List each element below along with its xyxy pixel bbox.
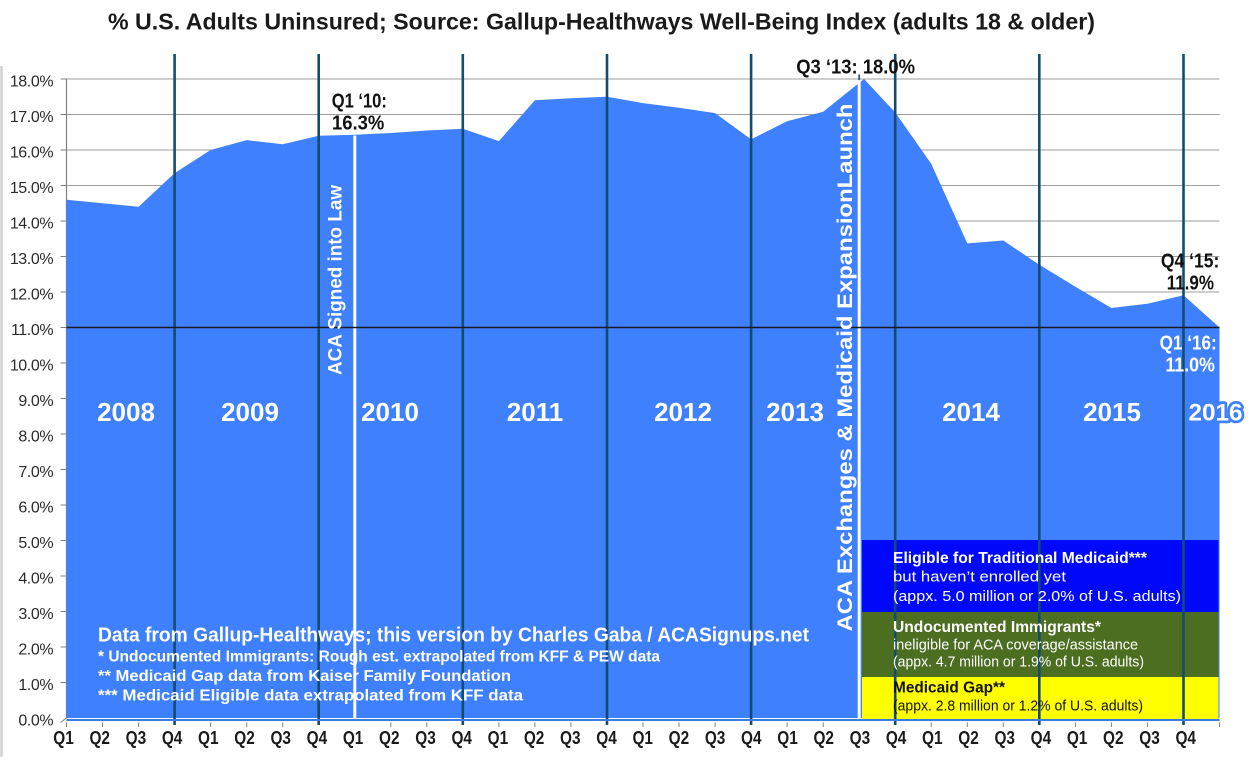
svg-text:16.0%: 16.0%	[10, 145, 54, 162]
svg-text:12.0%: 12.0%	[10, 287, 54, 304]
svg-text:% U.S. Adults Uninsured; Sourc: % U.S. Adults Uninsured; Source: Gallup-…	[108, 9, 1095, 35]
svg-text:6.0%: 6.0%	[18, 500, 53, 517]
svg-text:Q3: Q3	[270, 728, 291, 748]
svg-text:5.0%: 5.0%	[18, 535, 53, 552]
svg-text:0.0%: 0.0%	[18, 713, 53, 730]
svg-text:Q2: Q2	[669, 728, 690, 748]
svg-text:Q2: Q2	[813, 728, 834, 748]
svg-text:Q3 ‘13: 18.0%: Q3 ‘13: 18.0%	[796, 56, 915, 78]
svg-text:Q1: Q1	[777, 728, 798, 748]
svg-text:13.0%: 13.0%	[10, 251, 54, 268]
svg-text:Q1: Q1	[198, 728, 219, 748]
svg-text:Q2: Q2	[234, 728, 255, 748]
svg-text:10.0%: 10.0%	[10, 358, 54, 375]
svg-text:7.0%: 7.0%	[18, 464, 53, 481]
svg-text:Q3: Q3	[560, 728, 581, 748]
svg-text:Q1 ‘16:: Q1 ‘16:	[1160, 333, 1217, 355]
svg-text:Q1: Q1	[922, 728, 943, 748]
svg-text:3.0%: 3.0%	[18, 606, 53, 623]
svg-text:11.9%: 11.9%	[1167, 273, 1214, 295]
svg-text:Q2: Q2	[1103, 728, 1124, 748]
svg-text:11.0%: 11.0%	[11, 322, 53, 339]
svg-text:9.0%: 9.0%	[18, 393, 53, 410]
svg-text:2011: 2011	[507, 397, 563, 427]
svg-text:Q1 ‘10:: Q1 ‘10:	[332, 91, 387, 113]
svg-text:ACA Signed into Law: ACA Signed into Law	[326, 185, 347, 375]
svg-text:Q2: Q2	[524, 728, 545, 748]
svg-text:Q2: Q2	[958, 728, 979, 748]
svg-text:Q4: Q4	[596, 728, 617, 748]
svg-text:2010: 2010	[361, 397, 419, 427]
svg-text:2014: 2014	[942, 397, 1000, 427]
svg-text:Q4 ‘15:: Q4 ‘15:	[1161, 251, 1219, 273]
svg-text:Q2: Q2	[89, 728, 110, 748]
svg-text:16.3%: 16.3%	[332, 113, 384, 135]
svg-text:2009: 2009	[221, 397, 279, 427]
svg-text:Undocumented Immigrants*: Undocumented Immigrants*	[893, 619, 1102, 636]
svg-text:Q3: Q3	[850, 728, 871, 748]
svg-text:2016: 2016	[1189, 400, 1243, 427]
svg-text:Q1: Q1	[632, 728, 653, 748]
svg-text:* Undocumented Immigrants: Rou: * Undocumented Immigrants: Rough est. ex…	[98, 649, 660, 666]
svg-text:2013: 2013	[766, 397, 824, 427]
svg-text:Q4: Q4	[451, 728, 472, 748]
svg-text:Eligible for Traditional Medic: Eligible for Traditional Medicaid***	[893, 550, 1148, 567]
svg-text:but haven’t enrolled yet: but haven’t enrolled yet	[893, 569, 1067, 586]
svg-text:Data from Gallup-Healthways; t: Data from Gallup-Healthways; this versio…	[98, 625, 809, 647]
svg-text:** Medicaid Gap data from Kais: ** Medicaid Gap data from Kaiser Family …	[98, 668, 511, 685]
svg-text:2.0%: 2.0%	[18, 642, 53, 659]
svg-text:Q1: Q1	[343, 728, 364, 748]
svg-text:15.0%: 15.0%	[10, 180, 54, 197]
svg-text:2008: 2008	[97, 397, 155, 427]
svg-text:Q1: Q1	[1067, 728, 1088, 748]
svg-text:Q4: Q4	[886, 728, 907, 748]
svg-text:(appx. 5.0 million or 2.0% of: (appx. 5.0 million or 2.0% of U.S. adult…	[893, 588, 1181, 605]
svg-text:Q1: Q1	[488, 728, 509, 748]
svg-text:(appx. 2.8 million or 1.2% of: (appx. 2.8 million or 1.2% of U.S. adult…	[893, 698, 1143, 715]
svg-text:Q3: Q3	[126, 728, 147, 748]
svg-text:(appx. 4.7 million or 1.9% of: (appx. 4.7 million or 1.9% of U.S. adult…	[893, 654, 1144, 671]
svg-text:18.0%: 18.0%	[10, 74, 54, 91]
svg-text:2012: 2012	[654, 397, 712, 427]
svg-text:Q1: Q1	[53, 728, 74, 748]
svg-text:Q4: Q4	[307, 728, 328, 748]
svg-text:ineligible for ACA coverage/as: ineligible for ACA coverage/assistance	[893, 637, 1138, 654]
svg-text:Q3: Q3	[1139, 728, 1160, 748]
svg-text:Q3: Q3	[705, 728, 726, 748]
svg-text:8.0%: 8.0%	[18, 429, 53, 446]
svg-text:2015: 2015	[1083, 397, 1141, 427]
svg-text:Q4: Q4	[1175, 728, 1196, 748]
svg-text:*** Medicaid Eligible data ext: *** Medicaid Eligible data extrapolated …	[98, 688, 523, 705]
svg-text:Q4: Q4	[741, 728, 762, 748]
svg-text:Medicaid Gap**: Medicaid Gap**	[893, 680, 1006, 697]
svg-text:4.0%: 4.0%	[18, 571, 53, 588]
svg-text:1.0%: 1.0%	[18, 677, 53, 694]
svg-text:Q4: Q4	[1031, 728, 1052, 748]
svg-text:11.0%: 11.0%	[1165, 354, 1215, 376]
svg-text:Q3: Q3	[994, 728, 1015, 748]
svg-text:Q2: Q2	[379, 728, 400, 748]
svg-text:14.0%: 14.0%	[10, 216, 54, 233]
svg-text:Q4: Q4	[162, 728, 183, 748]
svg-text:Q3: Q3	[415, 728, 436, 748]
svg-text:ACA Exchanges & Medicaid Expan: ACA Exchanges & Medicaid ExpansionLaunch	[834, 104, 857, 632]
svg-text:17.0%: 17.0%	[10, 109, 54, 126]
